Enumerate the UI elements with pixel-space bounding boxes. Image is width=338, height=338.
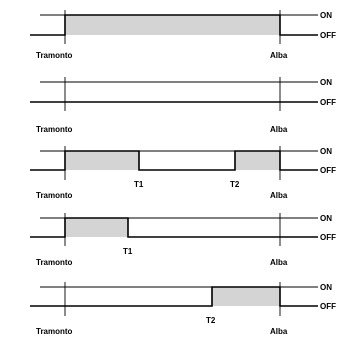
end-label: Alba xyxy=(270,258,288,267)
on-state-label: ON xyxy=(320,78,332,87)
end-label: Alba xyxy=(270,51,288,60)
timing-panel-5: ON OFF T2 Tramonto Alba xyxy=(30,282,336,336)
timing-panel-1: ON OFF Tramonto Alba xyxy=(30,10,336,60)
off-state-label: OFF xyxy=(320,31,336,40)
signal-trace xyxy=(30,14,318,36)
t2-label: T2 xyxy=(206,316,216,325)
on-interval-shade xyxy=(65,15,280,35)
t2-label: T2 xyxy=(230,180,240,189)
off-state-label: OFF xyxy=(320,302,336,311)
on-interval-shade xyxy=(212,287,280,306)
end-label: Alba xyxy=(270,125,288,134)
off-state-label: OFF xyxy=(320,166,336,175)
t1-label: T1 xyxy=(134,180,144,189)
on-state-label: ON xyxy=(320,283,332,292)
on-state-label: ON xyxy=(320,147,332,156)
on-state-label: ON xyxy=(320,11,332,20)
off-state-label: OFF xyxy=(320,98,336,107)
on-interval-shade xyxy=(65,151,139,170)
start-label: Tramonto xyxy=(36,51,73,60)
start-label: Tramonto xyxy=(36,191,73,200)
off-state-label: OFF xyxy=(320,233,336,242)
t1-label: T1 xyxy=(123,247,133,256)
start-label: Tramonto xyxy=(36,258,73,267)
timing-panel-2: ON OFF Tramonto Alba xyxy=(30,77,336,134)
end-label: Alba xyxy=(270,327,288,336)
timing-panel-3: ON OFF T1 T2 Tramonto Alba xyxy=(30,146,336,200)
on-state-label: ON xyxy=(320,214,332,223)
end-label: Alba xyxy=(270,191,288,200)
timing-panel-4: ON OFF T1 Tramonto Alba xyxy=(30,213,336,267)
on-interval-shade xyxy=(235,151,280,170)
signal-trace xyxy=(30,217,318,238)
start-label: Tramonto xyxy=(36,327,73,336)
start-label: Tramonto xyxy=(36,125,73,134)
signal-trace xyxy=(30,150,318,171)
signal-trace xyxy=(30,286,318,307)
on-interval-shade xyxy=(65,218,128,237)
